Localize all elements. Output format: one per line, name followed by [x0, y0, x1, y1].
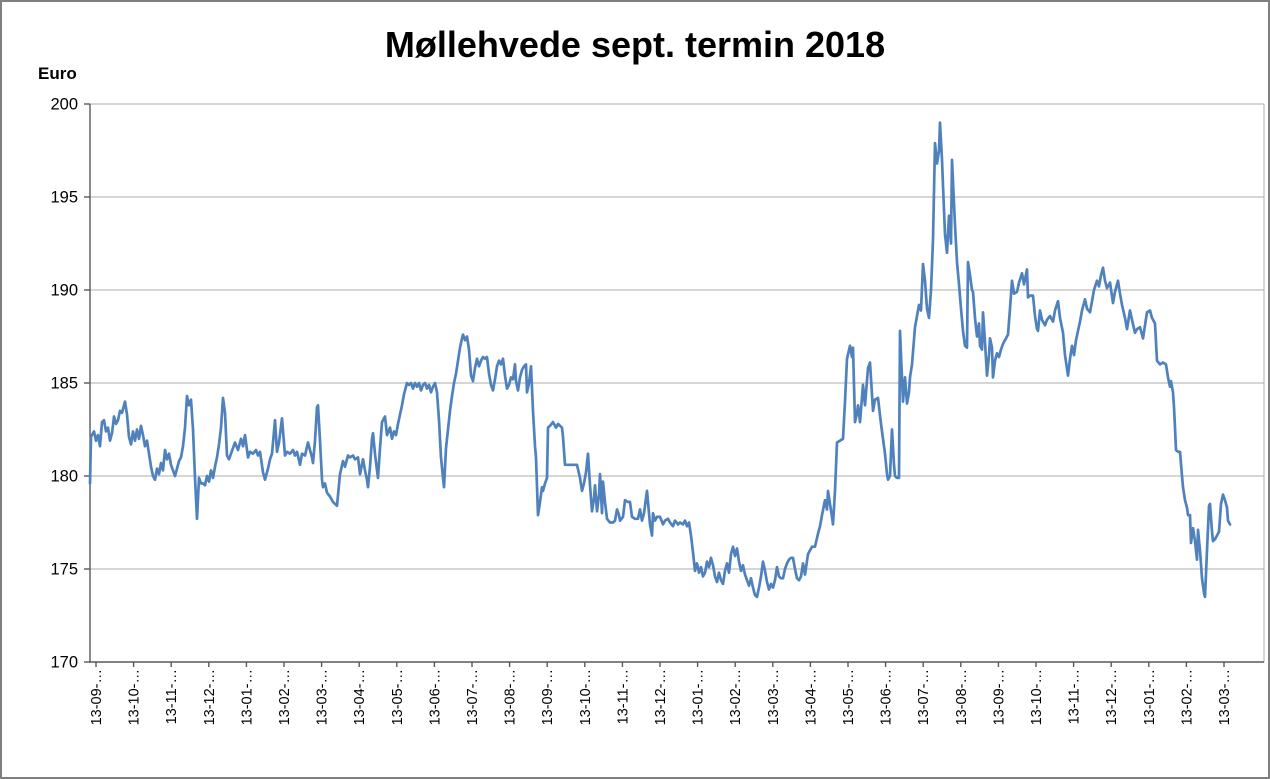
x-tick-label: 13-12-… [202, 669, 218, 725]
x-tick-label: 13-02-… [1179, 669, 1195, 725]
x-tick-label: 13-08-… [954, 669, 970, 725]
y-tick-label: 185 [50, 375, 78, 393]
x-tick-label: 13-04-… [352, 669, 368, 725]
x-tick-label: 13-01-… [1142, 669, 1158, 725]
x-tick-label: 13-07-… [916, 669, 932, 725]
y-tick-label: 200 [50, 96, 78, 114]
x-tick-label: 13-02-… [728, 669, 744, 725]
x-tick-label: 13-10-… [127, 669, 143, 725]
y-tick-label: 170 [50, 654, 78, 672]
x-tick-label: 13-12-… [1104, 669, 1120, 725]
y-tick-label: 190 [50, 282, 78, 300]
x-tick-label: 13-11-… [164, 669, 180, 724]
x-tick-label: 13-04-… [803, 669, 819, 725]
x-tick-label: 13-10-… [578, 669, 594, 725]
x-tick-label: 13-03-… [1217, 669, 1233, 725]
x-tick-label: 13-09-… [540, 669, 556, 725]
x-tick-label: 13-01-… [691, 669, 707, 725]
price-line [88, 121, 1232, 599]
x-tick-label: 13-11-… [1067, 669, 1083, 724]
x-tick-label: 13-10-… [1029, 669, 1045, 725]
x-tick-label: 13-12-… [653, 669, 669, 725]
x-tick-label: 13-05-… [841, 669, 857, 725]
x-tick-label: 13-11-… [615, 669, 631, 724]
x-tick-label: 13-05-… [390, 669, 406, 725]
y-tick-label: 180 [50, 468, 78, 486]
x-tick-label: 13-01-… [239, 669, 255, 725]
x-tick-label: 13-03-… [766, 669, 782, 725]
x-tick-label: 13-02-… [277, 669, 293, 725]
chart-title: Møllehvede sept. termin 2018 [384, 24, 886, 65]
y-axis-unit-label: Euro [38, 64, 77, 83]
x-tick-label: 13-08-… [503, 669, 519, 725]
y-tick-label: 195 [50, 189, 78, 207]
x-tick-label: 13-06-… [879, 669, 895, 725]
y-tick-label: 175 [50, 561, 78, 579]
x-tick-label: 13-07-… [465, 669, 481, 725]
x-tick-label: 13-09-… [89, 669, 105, 725]
x-tick-label: 13-09-… [991, 669, 1007, 725]
x-tick-label: 13-03-… [315, 669, 331, 725]
x-tick-label: 13-06-… [427, 669, 443, 725]
